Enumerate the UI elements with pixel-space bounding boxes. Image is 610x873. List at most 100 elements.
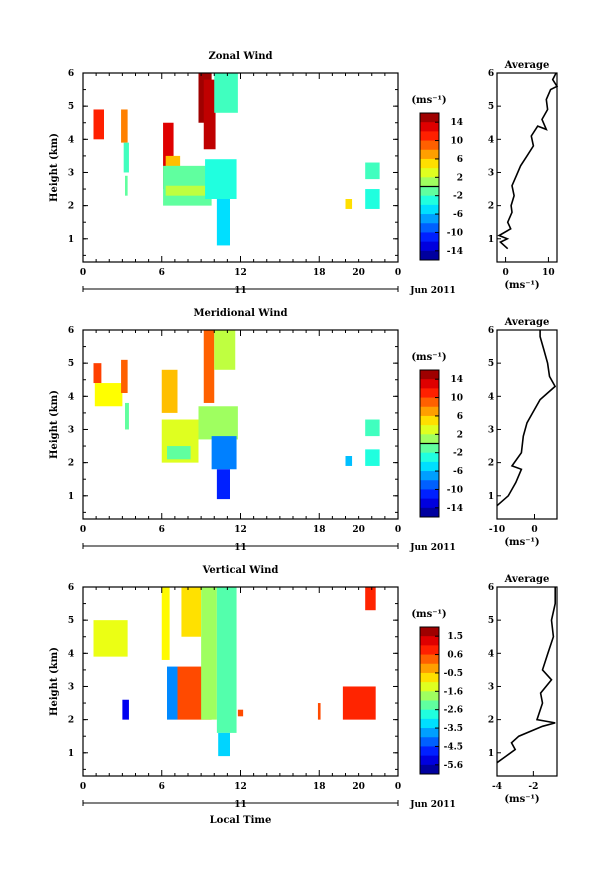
colorbar-strip <box>420 122 439 132</box>
colorbar-strip <box>420 177 439 187</box>
colorbar-strip <box>420 691 439 701</box>
data-cell <box>167 666 178 720</box>
y-tick-label: 6 <box>68 326 74 336</box>
colorbar-strip <box>420 471 439 481</box>
colorbar-strip <box>420 700 439 711</box>
profile-y-tick-label: 2 <box>488 716 494 726</box>
profile-line <box>496 330 557 507</box>
x-tick-label: 20 <box>352 268 365 278</box>
data-cell <box>317 703 321 720</box>
colorbar-strip <box>420 737 439 747</box>
data-cell <box>218 732 230 757</box>
day-label: 11 <box>234 543 247 553</box>
data-cell <box>121 109 128 143</box>
colorbar-tick-label: -5.6 <box>444 761 463 771</box>
data-cell <box>201 587 217 720</box>
day-label: 11 <box>234 800 247 810</box>
colorbar-strip <box>420 489 439 500</box>
day-label: 11 <box>234 286 247 296</box>
colorbar-strip <box>420 636 439 646</box>
profile-y-tick-label: 6 <box>488 326 494 336</box>
data-cell <box>203 330 215 403</box>
colorbar-strip <box>420 764 439 775</box>
data-cell <box>345 199 353 209</box>
data-cell <box>181 587 202 637</box>
colorbar-tick-label: -2.6 <box>444 706 463 716</box>
x-tick-label: 0 <box>395 525 401 535</box>
y-tick-label: 6 <box>68 583 74 593</box>
profile-y-tick-label: 6 <box>488 69 494 79</box>
colorbar-unit: (ms⁻¹) <box>411 95 446 106</box>
colorbar-tick-label: -14 <box>447 247 463 257</box>
profile-frame <box>496 72 558 263</box>
profile-frame <box>496 329 558 520</box>
x-tick-label: 6 <box>159 525 165 535</box>
plot-frame <box>82 586 399 777</box>
profile-y-tick-label: 1 <box>488 749 494 759</box>
colorbar-strip <box>420 627 439 637</box>
colorbar-strip <box>420 452 439 463</box>
colorbar-strip <box>420 140 439 151</box>
colorbar-strip <box>420 709 439 720</box>
panel-title: Zonal Wind <box>208 51 272 62</box>
date-label: Jun 2011 <box>409 286 456 296</box>
profile-title: Average <box>504 60 550 71</box>
y-tick-label: 3 <box>68 168 74 178</box>
profile-y-tick-label: 4 <box>488 135 494 145</box>
colorbar-tick-label: 14 <box>450 118 463 128</box>
data-cell <box>216 587 237 733</box>
colorbar-strip <box>420 507 439 518</box>
profile-y-tick-label: 3 <box>488 682 494 692</box>
colorbar-strip <box>420 388 439 399</box>
y-tick-label: 1 <box>68 235 74 245</box>
data-cell <box>216 469 230 500</box>
y-axis-label: Height (km) <box>49 133 60 202</box>
colorbar-strip <box>420 214 439 224</box>
colorbar-strip <box>420 480 439 490</box>
y-tick-label: 3 <box>68 425 74 435</box>
profile-x-tick-label: 10 <box>542 268 555 278</box>
colorbar-strip <box>420 498 439 509</box>
profile-x-tick-label: 0 <box>531 525 537 535</box>
data-cell <box>216 199 230 246</box>
colorbar-tick-label: -6 <box>453 210 463 220</box>
colorbar-tick-label: -10 <box>447 228 463 238</box>
colorbar-tick-label: -6 <box>453 467 463 477</box>
x-tick-label: 0 <box>80 525 86 535</box>
x-tick-label: 18 <box>313 268 326 278</box>
colorbar-strip <box>420 672 439 683</box>
colorbar-unit: (ms⁻¹) <box>411 352 446 363</box>
x-tick-label: 6 <box>159 268 165 278</box>
profile-y-tick-label: 1 <box>488 235 494 245</box>
colorbar-strip <box>420 370 439 380</box>
colorbar-tick-label: 0.6 <box>447 651 463 661</box>
colorbar-strip <box>420 158 439 169</box>
colorbar-tick-label: 1.5 <box>447 632 463 642</box>
x-tick-label: 0 <box>395 268 401 278</box>
data-cell <box>345 456 353 466</box>
y-tick-label: 1 <box>68 492 74 502</box>
data-cell <box>161 369 178 413</box>
colorbar-tick-label: 2 <box>457 173 463 183</box>
colorbar-tick-label: -1.6 <box>444 687 463 697</box>
colorbar-tick-label: 6 <box>457 155 463 165</box>
profile-y-tick-label: 4 <box>488 649 494 659</box>
y-tick-label: 6 <box>68 69 74 79</box>
profile-x-tick-label: -10 <box>489 525 505 535</box>
x-tick-label: 0 <box>395 782 401 792</box>
data-cell <box>161 587 170 660</box>
colorbar-strip <box>420 186 439 197</box>
colorbar-tick-label: -0.5 <box>444 669 463 679</box>
colorbar-tick-label: 2 <box>457 430 463 440</box>
profile-frame <box>496 586 558 777</box>
profile-y-tick-label: 4 <box>488 392 494 402</box>
profile-x-tick-label: 0 <box>502 268 508 278</box>
colorbar-tick-label: -3.5 <box>444 724 463 734</box>
data-cell <box>203 79 216 150</box>
colorbar-tick-label: -2 <box>453 449 463 459</box>
data-cell <box>365 587 376 611</box>
data-cell <box>125 175 128 196</box>
